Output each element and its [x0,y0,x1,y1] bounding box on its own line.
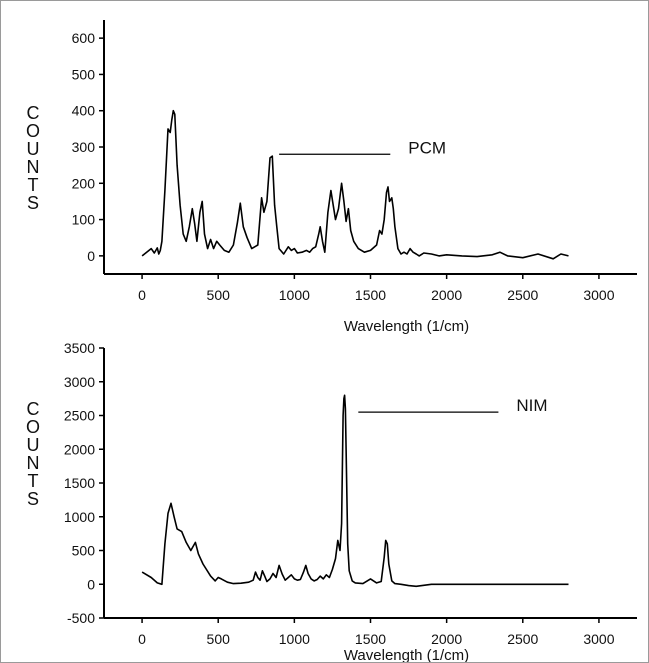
nim-x-tick-label: 1000 [279,631,310,647]
pcm-x-tick-label: 3000 [583,287,614,303]
nim-x-tick-label: 2500 [507,631,538,647]
pcm-spectrum-line [141,109,569,260]
pcm-x-tick-label: 0 [138,287,146,303]
nim-x-axis-label: Wavelength (1/cm) [344,647,469,662]
pcm-y-tick-label: 600 [72,30,96,46]
nim-x-tick-label: 3000 [583,631,614,647]
pcm-y-tick-label: 0 [87,248,95,264]
nim-panel: -500 0 500 1000 1500 2000 2500 3000 3500 0 500 1000… [26,340,637,662]
nim-y-tick-label: 3500 [64,340,95,356]
pcm-x-axis-label: Wavelength (1/cm) [344,318,469,335]
pcm-x-tick-label: 2000 [431,287,462,303]
pcm-annotation-label: PCM [408,138,446,157]
nim-y-tick-label: 3000 [64,374,95,390]
nim-spectrum-line [141,394,569,588]
nim-y-tick-label: 1500 [64,475,95,491]
nim-y-tick-label: 500 [72,543,96,559]
pcm-y-tick-label: 100 [72,212,96,228]
nim-y-tick-label: 2000 [64,441,95,457]
pcm-x-tick-label: 2500 [507,287,538,303]
pcm-y-tick-label: 400 [72,103,96,119]
nim-y-tick-label: 0 [87,576,95,592]
pcm-y-tick-label: 300 [72,139,96,155]
pcm-panel: 0 100 200 300 400 500 600 0 500 1000 1500 2000 2500 3… [26,20,637,335]
pcm-x-tick-label: 1000 [279,287,310,303]
nim-y-tick-label: 1000 [64,509,95,525]
pcm-y-tick-label: 200 [72,175,96,191]
nim-x-tick-label: 2000 [431,631,462,647]
nim-x-tick-label: 0 [138,631,146,647]
nim-x-tick-label: 1500 [355,631,386,647]
nim-x-tick-label: 500 [207,631,231,647]
pcm-x-tick-label: 500 [207,287,231,303]
pcm-y-tick-label: 500 [72,66,96,82]
pcm-x-tick-label: 1500 [355,287,386,303]
nim-y-tick-label: 2500 [64,408,95,424]
nim-annotation-label: NIM [516,396,547,415]
nim-y-tick-label: -500 [67,610,95,626]
